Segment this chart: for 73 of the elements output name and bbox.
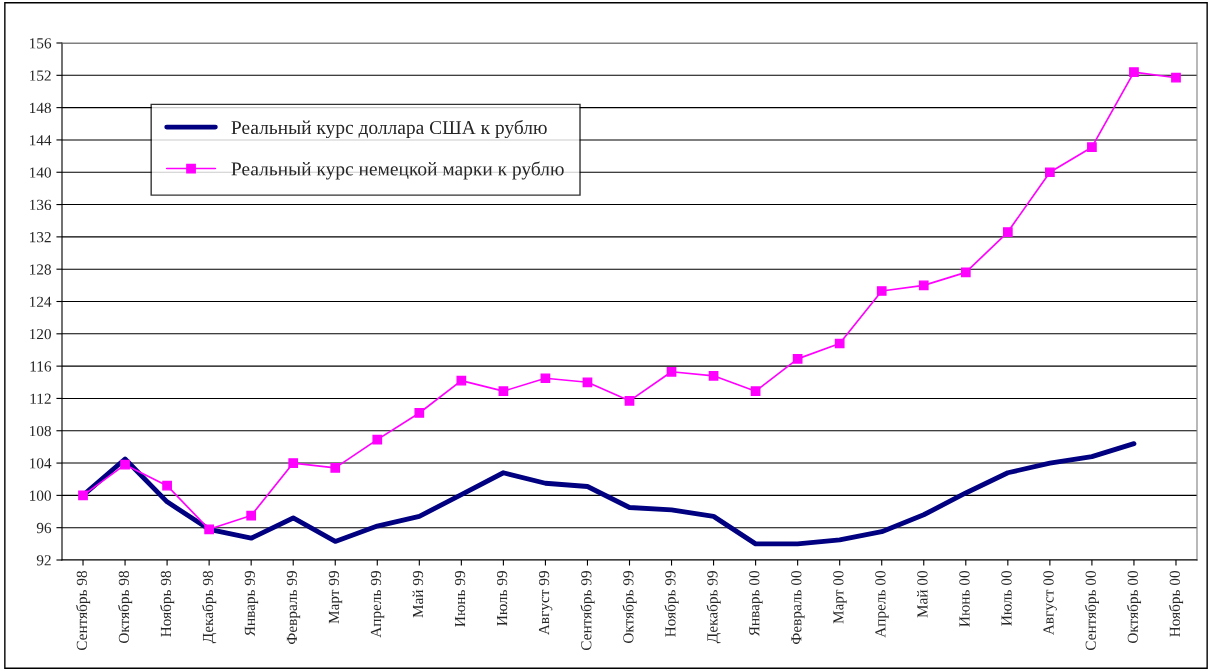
point bbox=[498, 386, 509, 397]
point bbox=[624, 395, 635, 406]
x-tick-label: Март 99 bbox=[328, 571, 343, 624]
y-tick-label: 144 bbox=[30, 135, 52, 146]
legend-label: Реальный курс доллара США к рублю bbox=[231, 119, 547, 139]
point bbox=[792, 353, 803, 364]
point bbox=[582, 377, 593, 388]
point bbox=[540, 373, 551, 384]
x-tick-label: Январь 00 bbox=[749, 571, 763, 637]
point bbox=[876, 286, 887, 296]
x-tick-label: Апрель 00 bbox=[875, 571, 889, 638]
x-tick-label: Июнь 99 bbox=[454, 571, 466, 627]
point bbox=[918, 280, 929, 291]
x-tick-label: Июль 99 bbox=[496, 571, 508, 626]
point bbox=[288, 458, 299, 468]
y-tick-label: 112 bbox=[30, 393, 51, 404]
x-tick-label: Декабрь 98 bbox=[202, 571, 217, 644]
y-tick-label: 140 bbox=[30, 167, 51, 178]
point bbox=[1045, 167, 1055, 178]
y-tick-label: 148 bbox=[30, 102, 51, 114]
point bbox=[1171, 72, 1181, 83]
x-tick-label: Апрель 99 bbox=[370, 571, 385, 638]
y-tick-label: 100 bbox=[30, 490, 51, 501]
y-tick-label: 108 bbox=[30, 425, 51, 437]
y-tick-label: 156 bbox=[30, 38, 52, 49]
point bbox=[204, 524, 214, 535]
point bbox=[708, 370, 719, 381]
point bbox=[162, 480, 172, 491]
y-tick-label: 96 bbox=[36, 522, 52, 534]
y-tick-label: 132 bbox=[30, 232, 51, 243]
y-tick-label: 136 bbox=[30, 199, 52, 211]
x-tick-label: Ноябрь 98 bbox=[160, 571, 175, 637]
point bbox=[78, 490, 88, 501]
point bbox=[1129, 67, 1139, 77]
point bbox=[1002, 227, 1013, 237]
point bbox=[120, 459, 130, 470]
x-tick-label: Сентябрь 00 bbox=[1084, 571, 1099, 651]
x-tick-label: Октябрь 99 bbox=[622, 571, 637, 644]
x-tick-label: Октябрь 98 bbox=[117, 571, 133, 644]
y-tick-label: 128 bbox=[30, 264, 51, 275]
x-tick-label: Сентябрь 98 bbox=[75, 571, 91, 651]
y-tick-label: 120 bbox=[30, 328, 51, 340]
x-tick-label: Январь 99 bbox=[244, 571, 259, 637]
point bbox=[246, 510, 257, 521]
point bbox=[834, 338, 845, 349]
point bbox=[1087, 142, 1097, 153]
y-tick-label: 104 bbox=[30, 458, 52, 469]
y-tick-label: 152 bbox=[30, 70, 51, 81]
x-tick-label: Октябрь 00 bbox=[1126, 571, 1142, 644]
x-tick-label: Август 99 bbox=[538, 571, 553, 635]
point bbox=[456, 375, 467, 386]
point bbox=[330, 463, 341, 473]
x-tick-label: Март 00 bbox=[833, 571, 847, 624]
x-tick-label: Февраль 00 bbox=[791, 571, 805, 645]
x-tick-label: Ноябрь 00 bbox=[1168, 571, 1184, 637]
x-tick-label: Май 00 bbox=[916, 571, 928, 618]
x-tick-label: Май 99 bbox=[412, 571, 424, 618]
x-tick-label: Декабрь 99 bbox=[706, 571, 721, 644]
point bbox=[960, 267, 971, 278]
point bbox=[414, 408, 425, 418]
point bbox=[750, 386, 761, 397]
y-tick-label: 124 bbox=[30, 296, 52, 307]
x-tick-label: Июль 00 bbox=[1001, 571, 1012, 626]
x-tick-label: Ноябрь 99 bbox=[664, 571, 679, 637]
x-tick-label: Июнь 00 bbox=[959, 571, 970, 627]
x-tick-label: Сентябрь 99 bbox=[580, 571, 595, 651]
legend-label: Реальный курс немецкой марки к рублю bbox=[231, 161, 564, 180]
point bbox=[666, 366, 677, 377]
x-tick-label: Февраль 99 bbox=[286, 571, 301, 645]
x-tick-label: Август 00 bbox=[1043, 571, 1057, 635]
y-tick-label: 116 bbox=[30, 361, 52, 372]
point bbox=[372, 434, 383, 445]
y-tick-label: 92 bbox=[36, 555, 51, 566]
